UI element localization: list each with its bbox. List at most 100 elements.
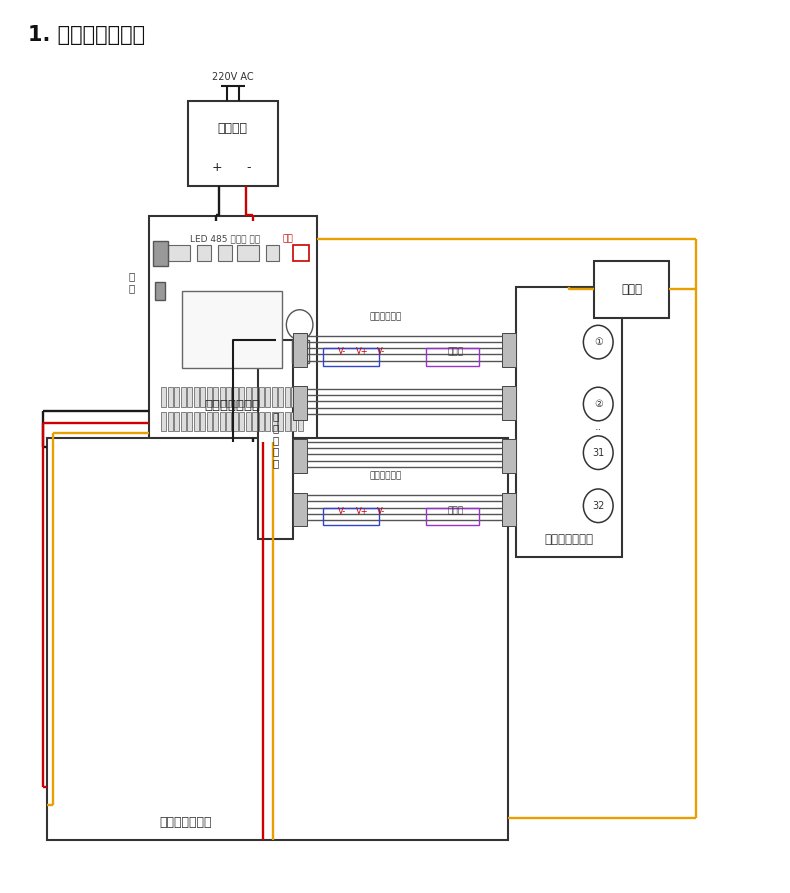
Bar xyxy=(239,412,244,431)
Bar xyxy=(293,333,307,367)
Bar xyxy=(213,388,218,406)
Bar xyxy=(167,412,173,431)
Bar xyxy=(259,388,264,406)
Bar xyxy=(233,412,238,431)
Bar xyxy=(226,412,231,431)
Bar xyxy=(207,388,212,406)
Bar xyxy=(252,388,258,406)
Text: 电
梯
内
选
板: 电 梯 内 选 板 xyxy=(273,412,279,468)
Bar xyxy=(175,388,179,406)
Bar xyxy=(292,340,309,363)
Text: 读卡器: 读卡器 xyxy=(621,283,642,296)
Text: ..: .. xyxy=(595,422,602,432)
Text: 32: 32 xyxy=(592,501,604,511)
Bar xyxy=(246,412,250,431)
Text: 1. 梯控分层直达型: 1. 梯控分层直达型 xyxy=(28,25,145,46)
Text: 显示灯电源线: 显示灯电源线 xyxy=(370,472,402,480)
Bar xyxy=(265,412,270,431)
Bar xyxy=(198,245,211,261)
Text: V-: V- xyxy=(337,506,346,515)
Bar xyxy=(298,412,303,431)
Bar xyxy=(278,412,284,431)
Bar xyxy=(427,348,480,366)
Bar xyxy=(293,245,309,261)
Bar xyxy=(167,388,173,406)
Bar xyxy=(201,388,205,406)
Bar xyxy=(220,412,224,431)
Text: V-: V- xyxy=(377,347,385,356)
Bar xyxy=(207,412,212,431)
Bar xyxy=(502,387,516,420)
Text: 梯控电源: 梯控电源 xyxy=(218,121,248,135)
Text: 显示灯电源线: 显示灯电源线 xyxy=(370,312,402,321)
Bar xyxy=(217,245,231,261)
Text: 31: 31 xyxy=(592,447,604,458)
Bar xyxy=(187,412,192,431)
Bar xyxy=(293,493,307,526)
Bar xyxy=(237,245,259,261)
Bar xyxy=(285,412,290,431)
Bar xyxy=(502,493,516,526)
Bar xyxy=(246,388,250,406)
Circle shape xyxy=(286,310,313,340)
Bar xyxy=(293,387,307,420)
Circle shape xyxy=(583,388,613,421)
Bar xyxy=(502,333,516,367)
Text: 开
关: 开 关 xyxy=(129,271,135,293)
Bar xyxy=(502,439,516,473)
Bar xyxy=(293,439,307,473)
Text: 信号线: 信号线 xyxy=(448,506,464,515)
Bar xyxy=(266,245,279,261)
Bar xyxy=(292,412,296,431)
Bar xyxy=(239,388,244,406)
Bar xyxy=(292,388,296,406)
Bar xyxy=(182,291,283,368)
Bar xyxy=(213,412,218,431)
Bar xyxy=(194,388,199,406)
Bar xyxy=(285,388,290,406)
Bar xyxy=(323,507,379,525)
Bar xyxy=(278,388,284,406)
Text: 电梯操作盘底盒: 电梯操作盘底盒 xyxy=(160,816,212,829)
Bar xyxy=(323,348,379,366)
Bar xyxy=(153,241,167,266)
Text: 电梯按钮操作盘: 电梯按钮操作盘 xyxy=(544,533,593,546)
Bar xyxy=(201,412,205,431)
Bar xyxy=(427,507,480,525)
Bar xyxy=(272,388,276,406)
Text: V-: V- xyxy=(337,347,346,356)
Text: V-: V- xyxy=(377,506,385,515)
Bar xyxy=(168,245,190,261)
Bar xyxy=(516,288,622,557)
Circle shape xyxy=(583,436,613,470)
Bar xyxy=(298,388,303,406)
Bar xyxy=(220,388,224,406)
Bar xyxy=(226,388,231,406)
Text: V+: V+ xyxy=(356,347,368,356)
Circle shape xyxy=(583,489,613,522)
Bar xyxy=(155,282,165,300)
Bar xyxy=(265,388,270,406)
Text: 220V AC: 220V AC xyxy=(212,71,254,81)
Text: 信号线: 信号线 xyxy=(448,347,464,356)
Text: 电源: 电源 xyxy=(283,234,294,243)
Bar xyxy=(175,412,179,431)
Text: ②: ② xyxy=(594,399,603,409)
Bar xyxy=(259,412,264,431)
Circle shape xyxy=(583,325,613,359)
Bar xyxy=(47,438,508,840)
Bar xyxy=(194,412,199,431)
Text: V+: V+ xyxy=(356,506,368,515)
Text: ①: ① xyxy=(594,338,603,347)
Bar xyxy=(161,412,166,431)
Bar xyxy=(252,412,258,431)
Bar xyxy=(188,102,278,186)
Bar xyxy=(161,388,166,406)
Bar xyxy=(594,261,668,318)
Bar xyxy=(181,388,186,406)
Bar xyxy=(181,412,186,431)
Text: LED 485 主输出 消防: LED 485 主输出 消防 xyxy=(190,234,262,243)
Bar xyxy=(149,216,317,442)
Text: -: - xyxy=(246,161,251,173)
Bar xyxy=(187,388,192,406)
